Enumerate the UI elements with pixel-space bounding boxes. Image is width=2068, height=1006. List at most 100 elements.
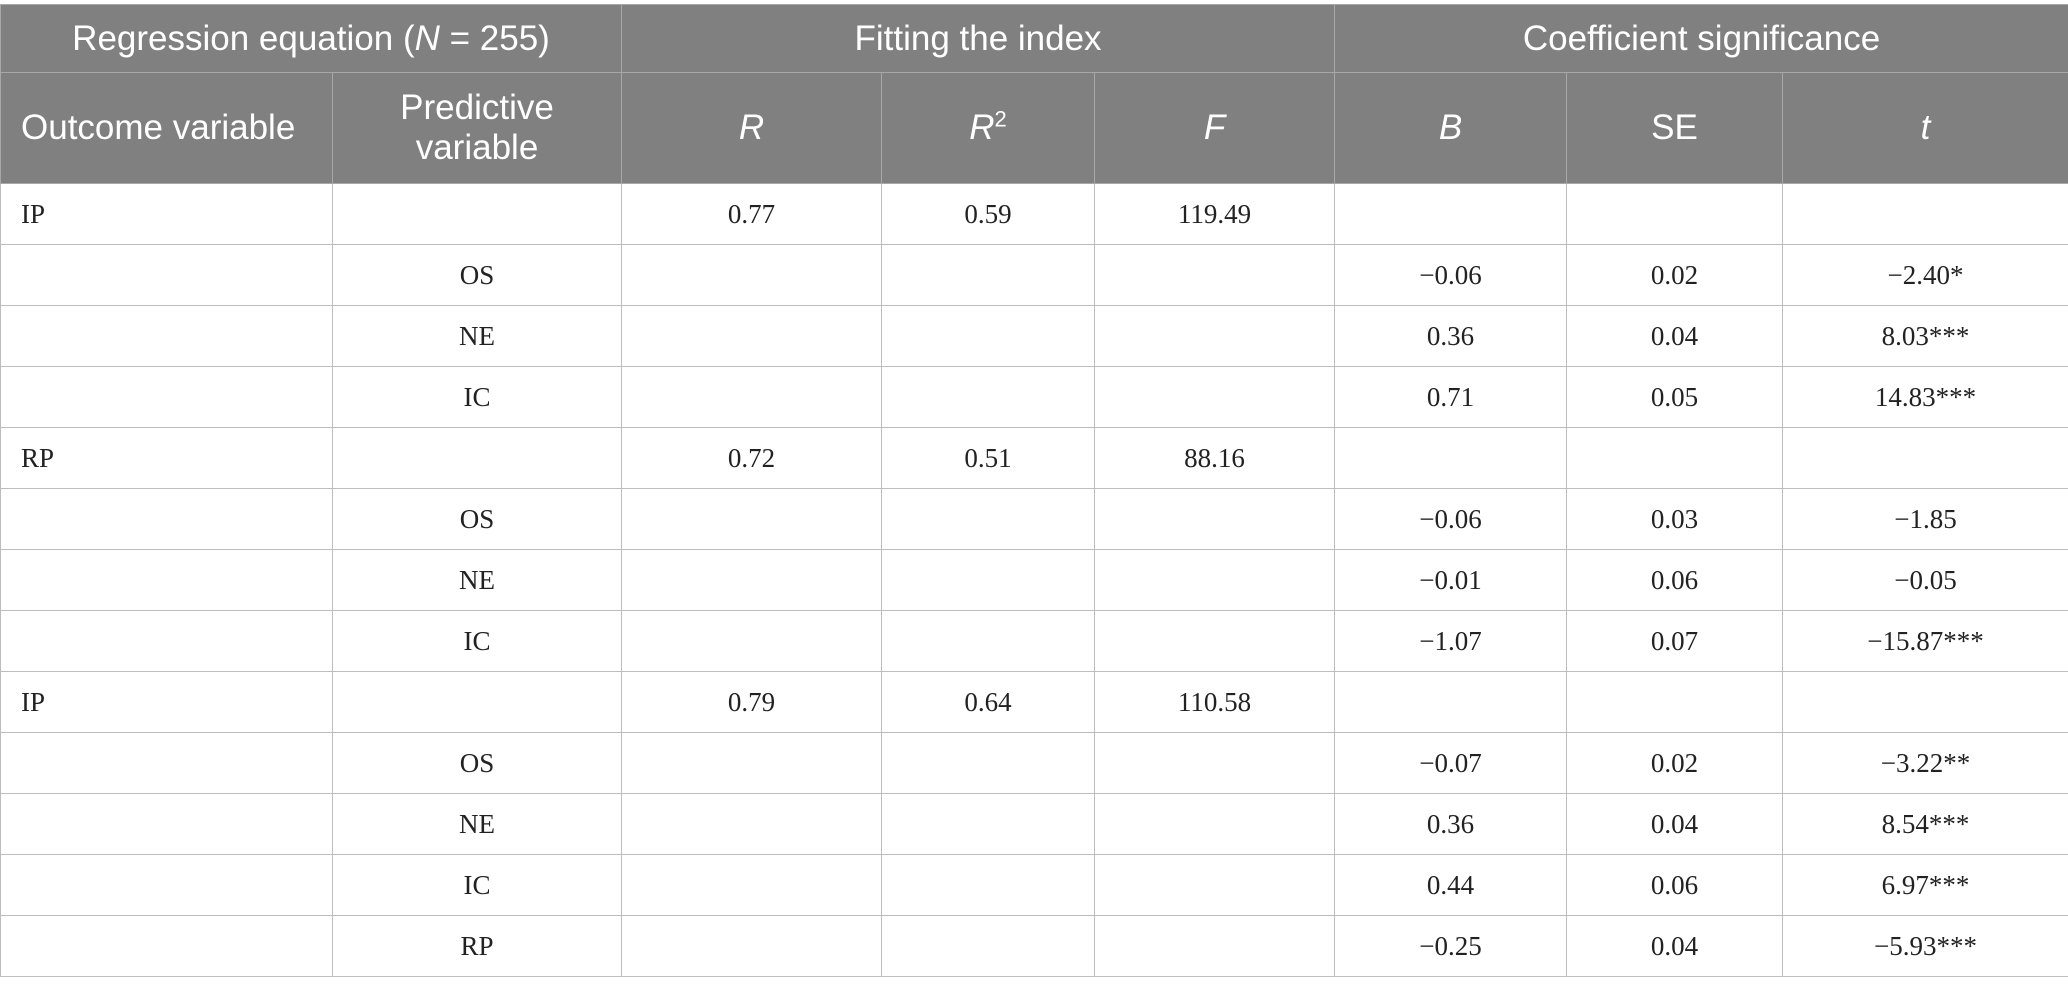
cell-f: 88.16 (1094, 427, 1336, 489)
cell-r-squared (881, 854, 1096, 916)
cell-se: 0.07 (1566, 610, 1784, 672)
cell-r-squared (881, 305, 1096, 367)
cell-t: −0.05 (1782, 549, 2068, 611)
header-r-squared: R2 (881, 72, 1096, 184)
regression-table: Regression equation (N = 255) Fitting th… (0, 4, 2068, 977)
cell-b: −0.06 (1334, 488, 1568, 550)
header-f: F (1094, 72, 1336, 184)
cell-t: 14.83*** (1782, 366, 2068, 428)
cell-predictive: IC (331, 610, 623, 672)
cell-t: 6.97*** (1782, 854, 2068, 916)
cell-t (1782, 671, 2068, 733)
cell-r-squared (881, 244, 1096, 306)
cell-r-squared (881, 793, 1096, 855)
cell-predictive: IC (331, 854, 623, 916)
cell-predictive: OS (331, 488, 623, 550)
cell-f (1094, 915, 1336, 977)
cell-r-squared: 0.59 (881, 183, 1096, 245)
cell-se: 0.02 (1566, 732, 1784, 794)
cell-se: 0.05 (1566, 366, 1784, 428)
table-row: OS −0.07 0.02 −3.22** (0, 732, 2068, 794)
table-row: IP 0.79 0.64 110.58 (0, 671, 2068, 733)
cell-se: 0.03 (1566, 488, 1784, 550)
cell-r: 0.72 (621, 427, 883, 489)
table-row: NE 0.36 0.04 8.54*** (0, 793, 2068, 855)
cell-se (1566, 427, 1784, 489)
cell-outcome: IP (0, 671, 333, 733)
cell-outcome (0, 915, 333, 977)
cell-t: −5.93*** (1782, 915, 2068, 977)
cell-r-squared (881, 549, 1096, 611)
cell-predictive (331, 427, 623, 489)
cell-outcome (0, 244, 333, 306)
cell-outcome (0, 549, 333, 611)
cell-outcome: IP (0, 183, 333, 245)
table-row: OS −0.06 0.02 −2.40* (0, 244, 2068, 306)
cell-r (621, 793, 883, 855)
cell-r-squared: 0.64 (881, 671, 1096, 733)
cell-outcome (0, 610, 333, 672)
table-row: RP 0.72 0.51 88.16 (0, 427, 2068, 489)
cell-f (1094, 732, 1336, 794)
cell-b (1334, 183, 1568, 245)
cell-t (1782, 183, 2068, 245)
cell-b: −0.06 (1334, 244, 1568, 306)
header-r: R (621, 72, 883, 184)
cell-r (621, 610, 883, 672)
cell-predictive: RP (331, 915, 623, 977)
cell-b: −1.07 (1334, 610, 1568, 672)
cell-t: −15.87*** (1782, 610, 2068, 672)
cell-se (1566, 183, 1784, 245)
cell-r (621, 915, 883, 977)
cell-f: 119.49 (1094, 183, 1336, 245)
cell-f (1094, 549, 1336, 611)
cell-outcome (0, 732, 333, 794)
cell-b: 0.36 (1334, 793, 1568, 855)
cell-f (1094, 244, 1336, 306)
cell-predictive: OS (331, 732, 623, 794)
cell-se: 0.02 (1566, 244, 1784, 306)
cell-predictive (331, 671, 623, 733)
cell-t: 8.54*** (1782, 793, 2068, 855)
cell-r (621, 488, 883, 550)
cell-r (621, 305, 883, 367)
cell-se: 0.06 (1566, 854, 1784, 916)
cell-se: 0.04 (1566, 793, 1784, 855)
regression-table-container: Regression equation (N = 255) Fitting th… (0, 4, 2068, 977)
table-row: NE −0.01 0.06 −0.05 (0, 549, 2068, 611)
table-row: IC 0.71 0.05 14.83*** (0, 366, 2068, 428)
cell-se (1566, 671, 1784, 733)
cell-f: 110.58 (1094, 671, 1336, 733)
cell-t: −3.22** (1782, 732, 2068, 794)
cell-r-squared (881, 610, 1096, 672)
cell-b: −0.25 (1334, 915, 1568, 977)
header-outcome-variable: Outcome variable (0, 72, 333, 184)
cell-b: 0.71 (1334, 366, 1568, 428)
cell-t: 8.03*** (1782, 305, 2068, 367)
cell-r: 0.77 (621, 183, 883, 245)
cell-se: 0.06 (1566, 549, 1784, 611)
table-row: RP −0.25 0.04 −5.93*** (0, 915, 2068, 977)
cell-b: −0.07 (1334, 732, 1568, 794)
cell-b (1334, 671, 1568, 733)
cell-se: 0.04 (1566, 915, 1784, 977)
header-regression-equation: Regression equation (N = 255) (0, 4, 623, 73)
cell-t: −2.40* (1782, 244, 2068, 306)
header-predictive-variable: Predictive variable (331, 72, 623, 184)
cell-f (1094, 854, 1336, 916)
cell-b: 0.44 (1334, 854, 1568, 916)
table-row: IC 0.44 0.06 6.97*** (0, 854, 2068, 916)
cell-se: 0.04 (1566, 305, 1784, 367)
table-body: IP 0.77 0.59 119.49 OS −0.06 0.02 −2.40* NE 0.36 0… (0, 183, 2068, 977)
cell-b: −0.01 (1334, 549, 1568, 611)
cell-r (621, 549, 883, 611)
cell-r (621, 732, 883, 794)
table-row: IC −1.07 0.07 −15.87*** (0, 610, 2068, 672)
cell-outcome (0, 793, 333, 855)
cell-f (1094, 793, 1336, 855)
cell-r (621, 244, 883, 306)
cell-r: 0.79 (621, 671, 883, 733)
cell-b: 0.36 (1334, 305, 1568, 367)
header-fitting-index: Fitting the index (621, 4, 1336, 73)
cell-b (1334, 427, 1568, 489)
